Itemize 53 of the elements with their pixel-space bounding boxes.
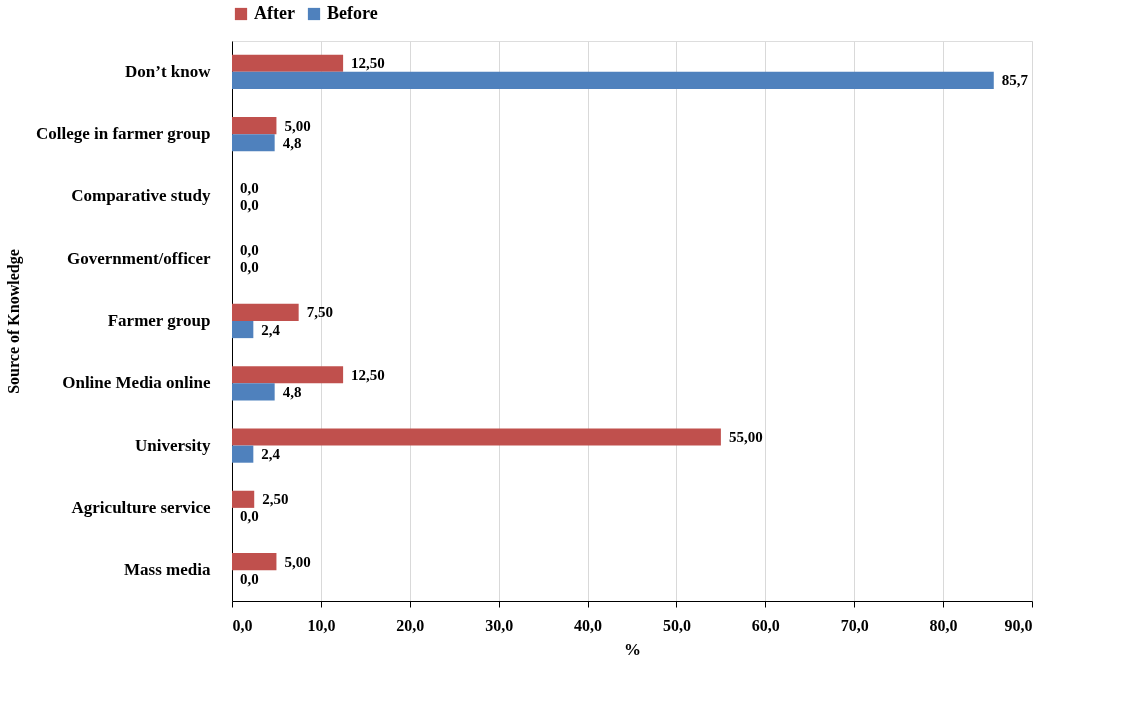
data-label: 12,50 xyxy=(351,55,385,72)
bar xyxy=(232,54,344,72)
x-tick-label: 90,0 xyxy=(1004,616,1033,634)
data-label: 0,0 xyxy=(240,508,259,525)
legend-label: Before xyxy=(327,3,378,23)
data-label: 2,4 xyxy=(261,446,281,463)
bar xyxy=(232,490,255,508)
y-tick-label: Government/officer xyxy=(67,248,211,268)
data-label: 0,0 xyxy=(240,179,259,196)
y-tick-label: Mass media xyxy=(124,560,211,580)
x-tick-label: 0,0 xyxy=(232,616,253,634)
data-label: 12,50 xyxy=(351,366,385,383)
bar xyxy=(232,117,277,135)
x-axis-title: % xyxy=(624,639,641,659)
bar xyxy=(232,383,275,401)
data-label: 2,4 xyxy=(261,321,281,338)
y-tick-label: Don’t know xyxy=(125,61,212,81)
bar xyxy=(232,134,275,152)
y-tick-label: College in farmer group xyxy=(35,124,211,144)
data-label: 2,50 xyxy=(262,491,289,508)
y-tick-label: Agriculture service xyxy=(71,497,211,517)
x-tick-label: 30,0 xyxy=(485,616,514,634)
y-tick-label: University xyxy=(134,435,211,455)
legend-label: After xyxy=(254,3,295,23)
y-tick-label: Online Media online xyxy=(62,373,211,393)
data-label: 4,8 xyxy=(282,383,302,400)
bar xyxy=(232,445,254,463)
x-tick-label: 70,0 xyxy=(840,616,869,634)
y-tick-label: Comparative study xyxy=(71,186,211,206)
x-tick-label: 10,0 xyxy=(307,616,336,634)
x-tick-label: 60,0 xyxy=(751,616,780,634)
bar xyxy=(232,366,344,384)
data-label: 85,7 xyxy=(1001,72,1029,89)
data-label: 0,0 xyxy=(240,259,259,276)
data-label: 4,8 xyxy=(282,134,302,151)
x-tick-label: 50,0 xyxy=(662,616,691,634)
bar xyxy=(232,553,277,571)
y-axis-title: Source of Knowledge xyxy=(4,249,23,394)
bar xyxy=(232,71,994,89)
y-tick-label: Farmer group xyxy=(107,311,211,330)
data-label: 55,00 xyxy=(728,429,763,446)
data-label: 0,0 xyxy=(240,196,259,213)
data-label: 5,00 xyxy=(284,553,311,570)
bar xyxy=(232,303,299,321)
x-tick-label: 40,0 xyxy=(574,616,603,634)
bar xyxy=(232,321,254,339)
data-label: 7,50 xyxy=(306,304,333,321)
data-label: 5,00 xyxy=(284,117,311,134)
data-label: 0,0 xyxy=(240,242,259,259)
x-tick-label: 80,0 xyxy=(929,616,958,634)
data-label: 0,0 xyxy=(240,570,259,587)
x-tick-label: 20,0 xyxy=(396,616,425,634)
bar xyxy=(232,428,721,446)
